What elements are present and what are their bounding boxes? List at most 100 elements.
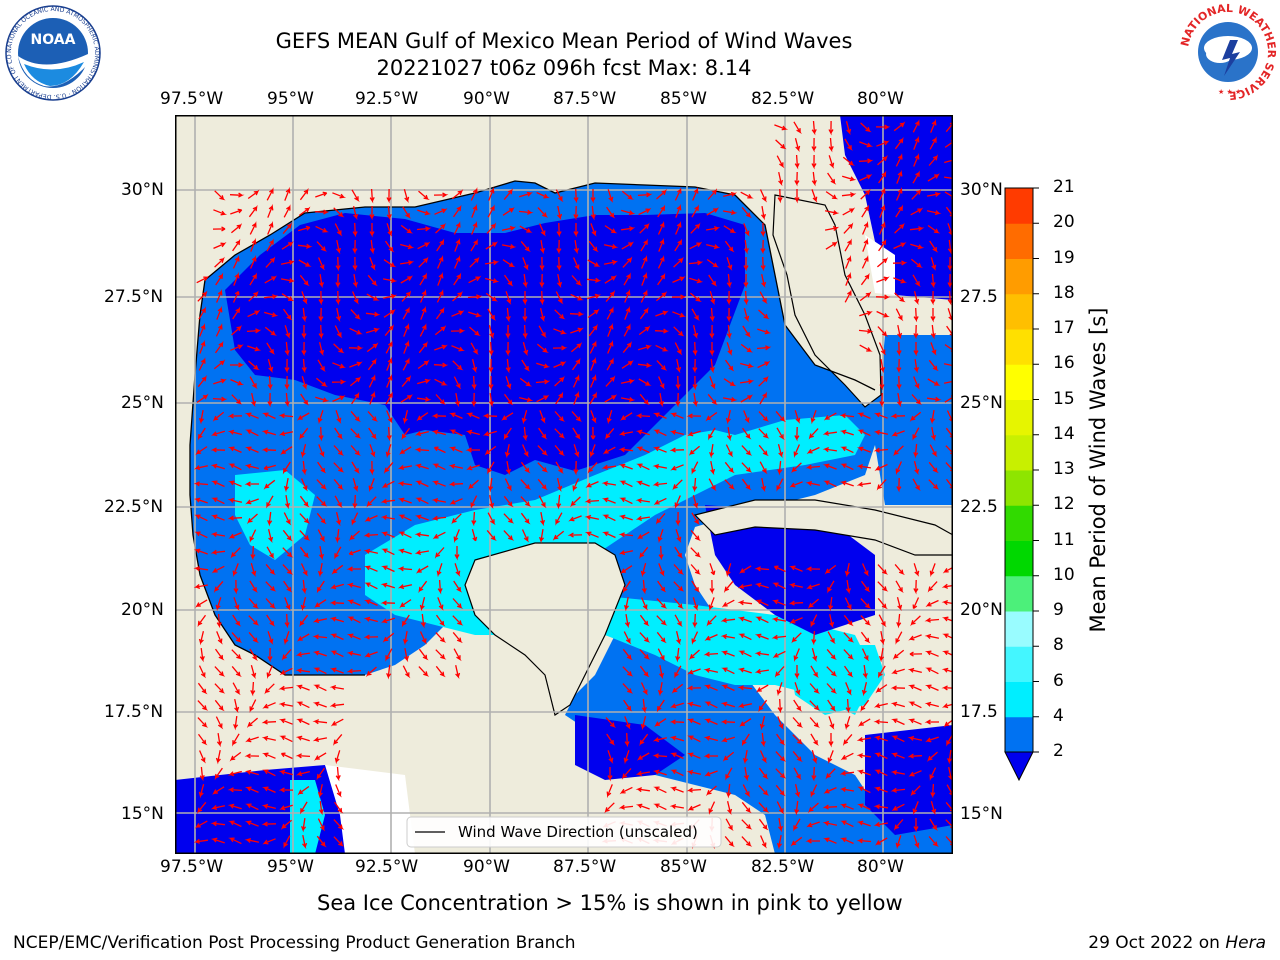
wind-arrow — [857, 412, 871, 420]
wind-arrow — [878, 170, 887, 184]
wind-arrow — [199, 648, 205, 663]
wind-arrow — [333, 207, 345, 218]
wind-arrow — [584, 514, 600, 520]
footer-branch: NCEP/EMC/Verification Post Processing Pr… — [13, 933, 576, 953]
wind-arrow — [856, 753, 871, 759]
wind-arrow — [622, 648, 633, 661]
wind-arrow — [589, 340, 597, 354]
wind-arrow — [776, 682, 783, 697]
wind-arrow — [267, 647, 273, 663]
wind-arrow — [618, 447, 634, 453]
wind-arrow — [317, 529, 326, 543]
wind-arrow — [674, 238, 682, 252]
wind-arrow — [382, 278, 398, 284]
wind-arrow — [367, 357, 377, 371]
wind-arrow — [840, 463, 854, 471]
wind-arrow — [621, 359, 634, 369]
wind-arrow — [669, 429, 684, 436]
wind-arrow — [573, 240, 580, 255]
wind-arrow — [909, 411, 922, 422]
wind-arrow — [335, 290, 341, 306]
wind-arrow — [655, 513, 666, 525]
wind-arrow — [386, 426, 392, 442]
wind-arrow — [709, 291, 716, 305]
wind-arrow — [263, 479, 276, 490]
wind-arrow — [414, 532, 429, 538]
map-frame — [175, 115, 953, 854]
wind-arrow — [675, 392, 681, 408]
wind-arrow — [839, 803, 854, 810]
wind-arrow — [245, 736, 259, 743]
wind-arrow — [264, 275, 277, 284]
wind-arrow — [346, 633, 361, 640]
wind-arrow — [602, 531, 616, 539]
wind-arrow — [794, 189, 800, 204]
wind-arrow — [653, 803, 667, 811]
wind-arrow — [485, 259, 500, 266]
wind-arrow — [826, 683, 838, 694]
wind-arrow — [845, 682, 852, 696]
wind-arrow — [891, 735, 905, 743]
wind-arrow — [687, 752, 701, 759]
wind-arrow — [267, 203, 274, 218]
wind-arrow — [265, 581, 277, 592]
wind-arrow — [283, 512, 292, 526]
wind-arrow — [589, 391, 597, 405]
wind-arrow — [487, 512, 496, 526]
wind-arrow — [924, 719, 939, 725]
wind-arrow — [281, 649, 292, 661]
wind-arrow — [704, 770, 718, 777]
wind-arrow — [318, 257, 325, 271]
wind-arrow — [705, 225, 721, 232]
wind-arrow — [878, 187, 886, 201]
wind-arrow — [244, 463, 259, 470]
wind-arrow — [874, 752, 888, 760]
footer-date: 29 Oct 2022 on Hera — [1088, 933, 1266, 953]
wind-arrow — [400, 393, 413, 403]
wind-arrow — [465, 429, 480, 436]
wind-arrow — [232, 306, 241, 320]
wind-arrow — [843, 222, 854, 234]
wind-arrow — [708, 597, 715, 612]
wind-arrow — [335, 766, 341, 782]
wind-arrow — [193, 583, 209, 590]
wind-arrow — [503, 495, 514, 508]
wind-arrow — [857, 786, 871, 794]
wind-arrow — [590, 373, 597, 388]
wind-arrow — [839, 413, 855, 419]
wind-arrow — [231, 649, 243, 660]
wind-arrow — [503, 274, 514, 287]
yucatan-land — [464, 542, 626, 716]
wind-arrow — [402, 630, 408, 646]
wind-arrow — [913, 291, 920, 306]
wind-arrow — [794, 665, 800, 680]
colorbar-bin — [1005, 681, 1033, 718]
wind-arrow — [366, 496, 377, 508]
wind-arrow — [672, 276, 686, 283]
wind-arrow — [692, 375, 698, 391]
wind-arrow — [657, 580, 667, 593]
wind-arrow — [843, 614, 854, 627]
wind-arrow — [301, 291, 308, 305]
wind-arrow — [402, 410, 409, 425]
wind-arrow — [573, 390, 580, 405]
wind-arrow — [657, 255, 665, 269]
wind-arrow — [743, 257, 749, 272]
wind-arrow — [228, 463, 242, 471]
colorbar-label: Mean Period of Wind Waves [s] — [1086, 307, 1110, 633]
wind-arrow — [590, 410, 597, 424]
wind-arrow — [465, 412, 480, 419]
wind-arrow — [283, 204, 291, 218]
wind-arrow — [234, 698, 240, 714]
wind-arrow — [232, 614, 242, 627]
wind-arrow — [605, 717, 617, 728]
wind-arrow — [709, 324, 715, 340]
wind-arrow — [449, 429, 463, 437]
wind-arrow — [740, 394, 753, 403]
wind-arrow — [482, 430, 497, 437]
wind-arrow — [470, 495, 478, 509]
wind-arrow — [689, 649, 700, 661]
wind-arrow — [230, 379, 245, 386]
wind-arrow — [301, 358, 307, 374]
wind-arrow — [488, 376, 494, 391]
